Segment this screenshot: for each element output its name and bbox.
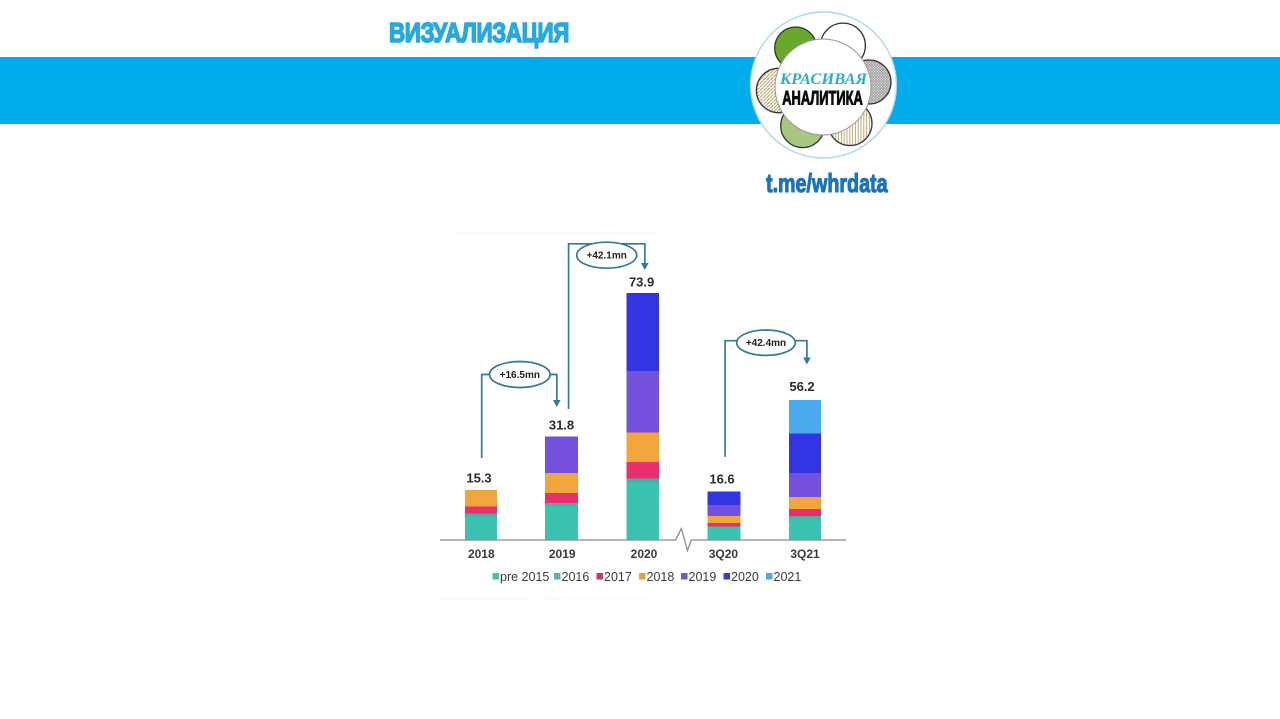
svg-text:2018: 2018 <box>647 570 675 584</box>
svg-text:КРАСИВАЯ: КРАСИВАЯ <box>779 71 868 88</box>
svg-text:2020: 2020 <box>731 570 759 584</box>
svg-text:pre 2015: pre 2015 <box>500 570 549 584</box>
svg-text:2019: 2019 <box>689 570 717 584</box>
svg-text:2020: 2020 <box>631 547 658 561</box>
svg-text:2016: 2016 <box>562 570 590 584</box>
svg-text:3Q21: 3Q21 <box>790 547 820 561</box>
svg-text:+42.1mn: +42.1mn <box>587 251 627 262</box>
svg-text:+42.4mn: +42.4mn <box>746 338 786 349</box>
svg-text:31.8: 31.8 <box>549 417 574 432</box>
svg-text:2018: 2018 <box>468 547 495 561</box>
svg-text:56.2: 56.2 <box>789 379 814 394</box>
svg-text:3Q20: 3Q20 <box>709 547 739 561</box>
svg-text:2017: 2017 <box>604 570 632 584</box>
svg-text:2021: 2021 <box>774 570 802 584</box>
svg-text:+16.5mn: +16.5mn <box>500 370 540 381</box>
svg-text:АНАЛИТИКА: АНАЛИТИКА <box>782 88 863 109</box>
svg-text:16.6: 16.6 <box>709 472 734 487</box>
svg-text:2019: 2019 <box>549 547 576 561</box>
svg-text:15.3: 15.3 <box>466 471 491 486</box>
svg-text:73.9: 73.9 <box>629 275 654 290</box>
